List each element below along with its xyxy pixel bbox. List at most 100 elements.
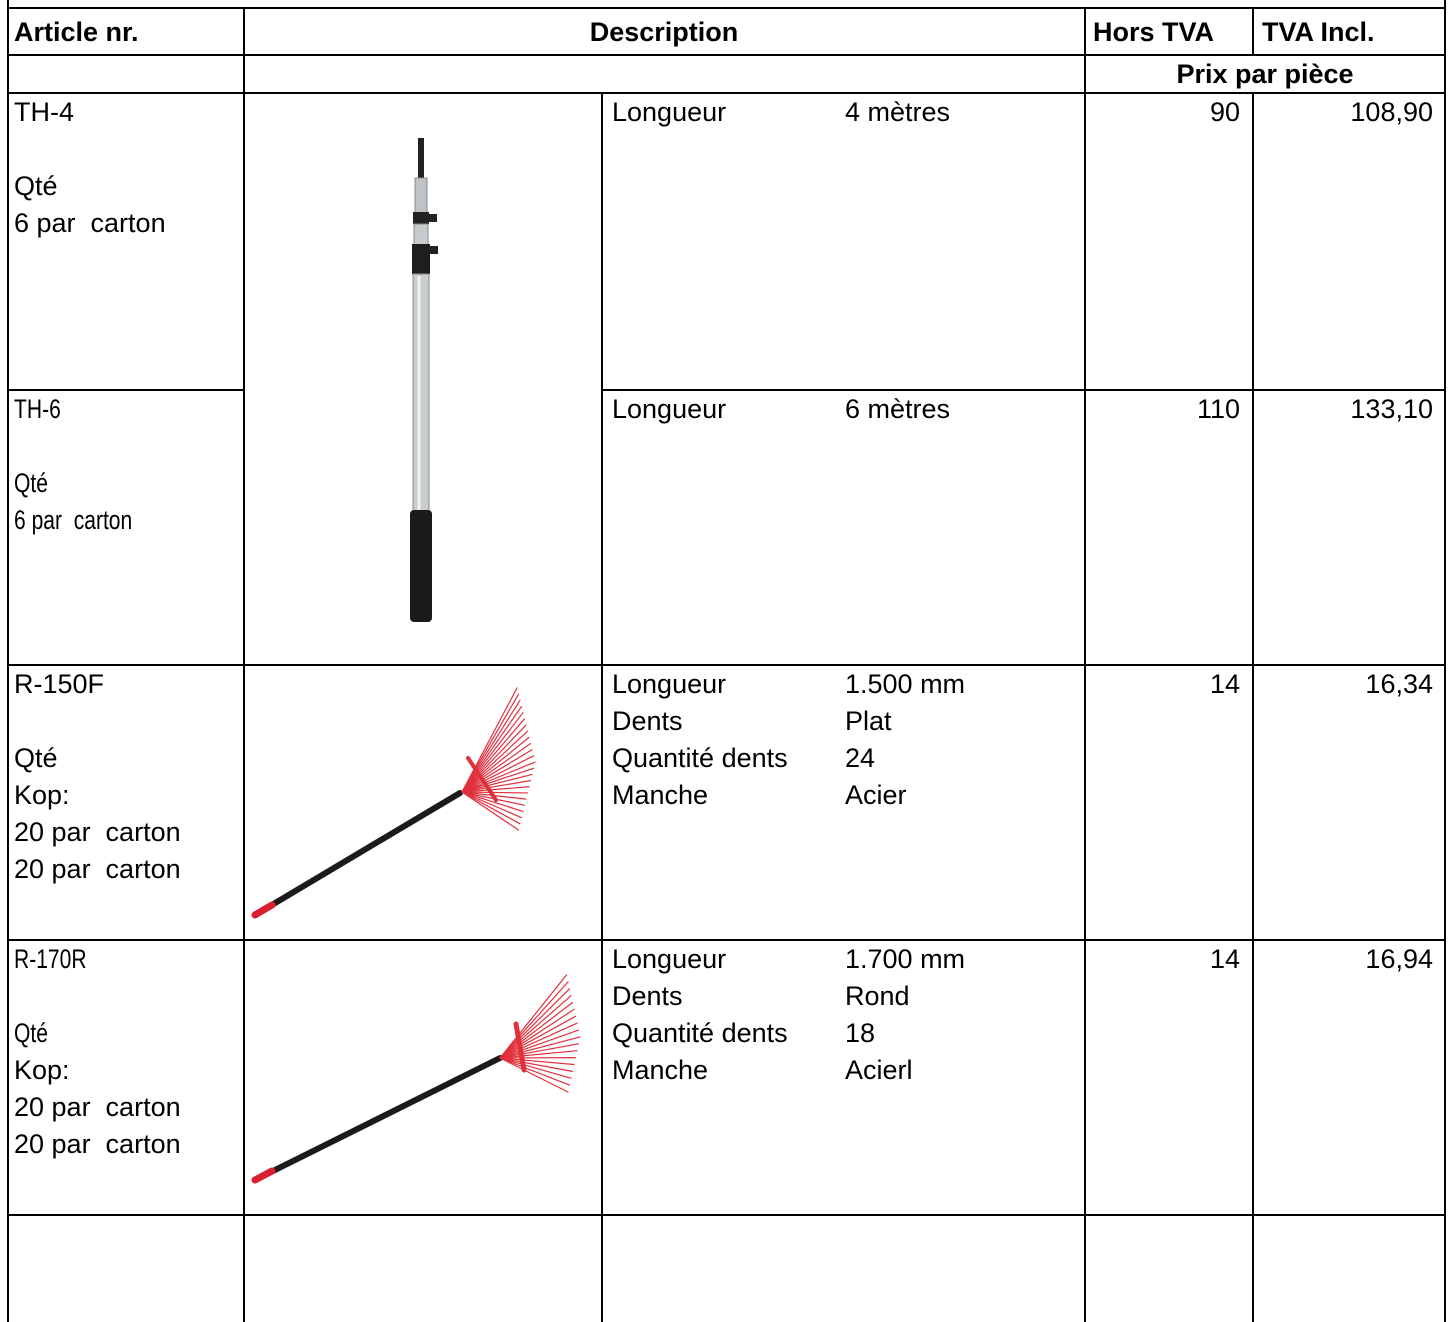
rake-tine [461,791,524,813]
article-detail: 6 par carton [14,505,133,535]
rake-tine [499,1043,580,1059]
price-incl-vat: 133,10 [1350,394,1433,424]
rake-tine [461,705,523,793]
rule [602,389,1446,391]
spec-label: Dents [612,981,683,1011]
flat-rake-image [251,687,536,919]
article-detail: Kop: [14,1055,70,1085]
rake-tine [499,1022,578,1059]
rule [8,939,1446,941]
rake-tine [461,749,533,793]
spec-label: Longueur [612,944,727,974]
rake-tine [461,736,530,793]
rake-tine [499,1057,575,1066]
spec-value: Acierl [845,1055,913,1085]
spec-label: Quantité dents [612,1018,788,1048]
rake-tine [499,1029,580,1059]
rake-tine [461,767,535,793]
round-rake-image [251,974,581,1184]
header-cell: Hors TVA [1093,17,1215,47]
rake-tine [461,773,533,793]
rake-tine [461,791,523,819]
rake-tine [461,687,518,793]
rake-tine [461,693,520,793]
rule [7,0,9,1322]
price-incl-vat: 16,34 [1365,669,1433,699]
rake-tine [461,780,532,793]
subheader-cell: Prix par pièce [1176,59,1354,89]
price-excl-vat: 14 [1209,944,1240,974]
rake-tine [461,755,535,793]
rake-tine [461,761,536,793]
spec-value: 4 mètres [845,97,951,127]
rule [1252,7,1254,55]
rake-tine [461,724,527,793]
rake-tine [499,1057,572,1079]
spec-value: 1.500 mm [845,669,966,699]
price-excl-vat: 14 [1209,669,1240,699]
price-excl-vat: 90 [1209,97,1240,127]
article-detail: 20 par carton [14,1092,181,1122]
price-incl-vat: 108,90 [1350,97,1433,127]
spec-label: Quantité dents [612,743,788,773]
rake-tine [499,974,568,1059]
spec-value: 24 [845,743,876,773]
rule [8,664,1446,666]
rake-tine [499,1050,578,1059]
header-cell: Article nr. [14,17,139,47]
rake-tine [499,1057,571,1086]
spec-value: 6 mètres [845,394,951,424]
spec-label: Manche [612,1055,709,1085]
rake-tine [461,791,529,794]
article-detail: Qté [14,171,58,201]
rake-tine [461,718,526,793]
article-number: R-170R [14,944,87,974]
rule [8,1214,1446,1216]
rake-tine [461,730,529,793]
spec-label: Dents [612,706,683,736]
article-detail: Qté [14,743,58,773]
rule [601,92,603,1322]
article-detail: 20 par carton [14,817,181,847]
spec-label: Manche [612,780,709,810]
rake-tine [461,786,530,793]
rake-tine [461,791,521,825]
rake-tine [461,712,524,793]
spec-label: Longueur [612,394,727,424]
rake-tine [499,1036,581,1059]
rake-tine [461,742,532,793]
article-detail: 20 par carton [14,854,181,884]
spec-value: Rond [845,981,910,1011]
rake-tine [499,988,571,1059]
rule [8,7,1446,9]
rule [243,7,245,1322]
rake-tine [499,1057,574,1072]
rake-tine [499,1001,574,1059]
spec-label: Longueur [612,97,727,127]
article-detail: Qté [14,468,48,498]
rule [1444,0,1446,1322]
spec-value: 18 [845,1018,876,1048]
rule [1252,92,1254,1322]
rake-tine [499,981,569,1059]
rake-tine [461,699,521,793]
price-incl-vat: 16,94 [1365,944,1433,974]
article-detail: 6 par carton [14,208,166,238]
rake-tine [461,791,520,831]
article-number: TH-4 [14,97,74,127]
rule [1084,7,1086,1322]
article-detail: Qté [14,1018,48,1048]
spec-value: Plat [845,706,892,736]
header-cell: TVA Incl. [1262,17,1375,47]
spec-value: Acier [845,780,907,810]
article-number: R-150F [14,669,105,699]
rake-tine [499,995,572,1059]
article-detail: 20 par carton [14,1129,181,1159]
header-cell: Description [589,17,739,47]
rule [8,54,1446,56]
telescopic-pole-image [410,138,438,622]
spec-value: 1.700 mm [845,944,966,974]
rake-tine [499,1015,577,1059]
